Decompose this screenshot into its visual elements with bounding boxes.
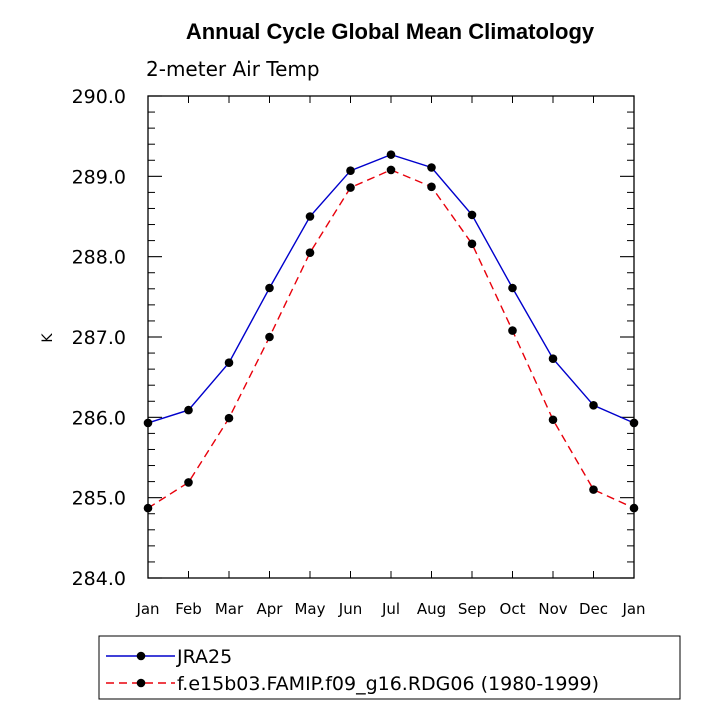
series-1-point	[548, 354, 558, 363]
x-tick-label: Nov	[538, 600, 567, 618]
series-1-point	[467, 210, 477, 220]
series-1-point	[508, 283, 517, 293]
legend-label-1: JRA25	[176, 646, 232, 668]
x-tick-label: Oct	[500, 600, 526, 618]
y-tick-label: 289.0	[72, 166, 126, 188]
x-tick-label: Jan	[135, 600, 159, 618]
legend: JRA25 f.e15b03.FAMIP.f09_g16.RDG06 (1980-…	[106, 646, 599, 695]
series-2-point	[305, 248, 315, 257]
series-2-point	[184, 478, 193, 487]
y-tick-label: 286.0	[72, 407, 126, 429]
y-tick-label: 287.0	[72, 327, 126, 349]
series-2-point	[143, 503, 153, 513]
y-tick-label: 290.0	[72, 86, 126, 108]
series-1-point	[265, 283, 274, 293]
series-line-2	[147, 169, 635, 509]
series-2-point	[346, 183, 355, 192]
series-2-point	[265, 332, 274, 342]
series-1-point	[184, 405, 193, 415]
series-2-point	[589, 485, 598, 494]
x-tick-label: May	[294, 600, 325, 618]
series-1-point	[427, 163, 436, 172]
y-tick-label: 284.0	[72, 568, 126, 590]
axis-ticks	[147, 95, 635, 579]
legend-label-2: f.e15b03.FAMIP.f09_g16.RDG06 (1980-1999)	[177, 673, 599, 695]
series-line-1	[147, 153, 635, 424]
y-axis-label: K	[40, 333, 56, 343]
series-2-point	[386, 165, 396, 175]
series-1-point	[589, 400, 598, 410]
chart-title: Annual Cycle Global Mean Climatology	[186, 19, 595, 44]
series-1-point	[224, 358, 234, 368]
x-tick-label: Jun	[338, 600, 362, 618]
x-tick-label: Sep	[458, 600, 486, 618]
y-axis-tick-labels: 284.0 285.0 286.0 287.0 288.0 289.0 290.0	[72, 86, 126, 590]
series-1-point	[629, 418, 639, 428]
legend-box	[98, 635, 681, 700]
x-tick-label: Jul	[381, 600, 400, 618]
series-2-point	[467, 239, 477, 249]
x-axis-tick-labels: Jan Feb Mar Apr May Jun Jul Aug Sep Oct Nov Dec Jan	[135, 600, 645, 618]
x-tick-label: Apr	[257, 600, 284, 618]
series-2-point	[224, 413, 234, 423]
x-tick-label: Feb	[175, 600, 202, 618]
x-tick-label: Jan	[621, 600, 645, 618]
x-tick-label: Mar	[215, 600, 244, 618]
x-tick-label: Aug	[417, 600, 446, 618]
chart-subtitle: 2-meter Air Temp	[146, 57, 320, 81]
series-1-point	[386, 150, 396, 159]
series-1-point	[305, 212, 315, 221]
y-tick-label: 285.0	[72, 488, 126, 510]
x-tick-label: Dec	[579, 600, 608, 618]
series-2-point	[427, 182, 436, 192]
series-layer	[143, 150, 639, 513]
series-1-point	[143, 418, 153, 428]
series-2-point	[548, 415, 558, 425]
series-2-point	[508, 326, 517, 335]
legend-marker-1	[136, 651, 146, 661]
legend-marker-2	[136, 678, 146, 688]
series-2-point	[629, 503, 639, 513]
y-tick-label: 288.0	[72, 247, 126, 269]
series-1-point	[346, 166, 355, 176]
